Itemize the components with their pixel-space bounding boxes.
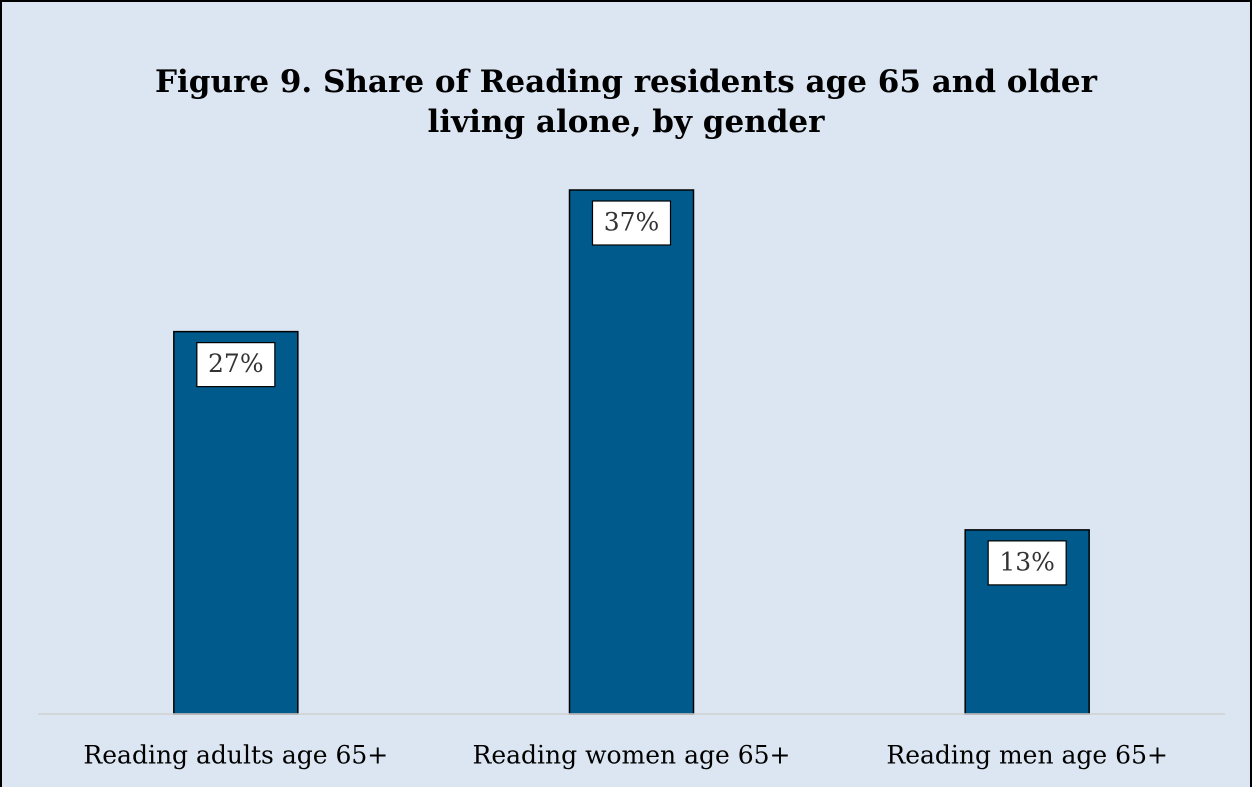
x-tick-label: Reading men age 65+ bbox=[886, 741, 1168, 770]
data-label-box bbox=[987, 540, 1067, 586]
x-tick-label: Reading women age 65+ bbox=[473, 741, 791, 770]
data-label: 13% bbox=[999, 547, 1055, 576]
data-label-box bbox=[196, 342, 276, 388]
bar bbox=[568, 189, 695, 715]
data-label: 27% bbox=[208, 349, 264, 378]
x-tick-label: Reading adults age 65+ bbox=[83, 741, 388, 770]
chart-title: Figure 9. Share of Reading residents age… bbox=[155, 64, 1097, 140]
bar bbox=[173, 330, 299, 715]
data-label-box bbox=[591, 200, 672, 246]
data-label: 37% bbox=[604, 208, 660, 237]
